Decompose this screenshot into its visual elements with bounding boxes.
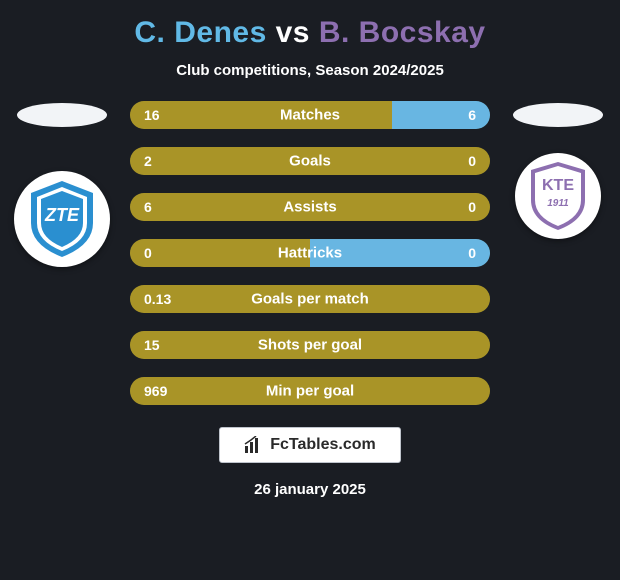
left-badge-column: ZTE: [12, 101, 112, 267]
stat-row-content: 0.13 Goals per match: [130, 285, 490, 313]
stat-row: 16 6 Matches: [130, 101, 490, 129]
footer-date: 26 january 2025: [254, 481, 366, 498]
stat-value-right: 0: [468, 245, 476, 261]
infographic-container: C. Denes vs B. Bocskay Club competitions…: [0, 0, 620, 580]
footer-site-text: FcTables.com: [270, 436, 376, 454]
player2-name: B. Bocskay: [319, 16, 486, 49]
stat-row: 2 0 Goals: [130, 147, 490, 175]
player1-name: C. Denes: [134, 16, 266, 49]
stat-row: 969 Min per goal: [130, 377, 490, 405]
stat-label: Assists: [283, 199, 336, 216]
stat-value-right: 0: [468, 199, 476, 215]
club-badge-right: KTE 1911: [515, 153, 601, 239]
stat-label: Goals per match: [251, 291, 369, 308]
zte-logo-icon: ZTE: [27, 179, 97, 259]
stat-value-right: 6: [468, 107, 476, 123]
stat-label: Hattricks: [278, 245, 342, 262]
vs-text: vs: [276, 16, 310, 49]
stat-label: Goals: [289, 153, 331, 170]
stat-label: Min per goal: [266, 383, 354, 400]
stat-row: 6 0 Assists: [130, 193, 490, 221]
stat-value-left: 16: [144, 107, 160, 123]
stat-value-right: 0: [468, 153, 476, 169]
stat-row-content: 969 Min per goal: [130, 377, 490, 405]
stat-value-left: 969: [144, 383, 167, 399]
stat-row-content: 16 6 Matches: [130, 101, 490, 129]
main-row: ZTE 16 6 Matches 2 0 Goals 6 0 Assists 0 0 Hattrick…: [0, 101, 620, 405]
club-badge-left: ZTE: [14, 171, 110, 267]
stat-value-left: 15: [144, 337, 160, 353]
stat-row-content: 2 0 Goals: [130, 147, 490, 175]
stat-row-content: 15 Shots per goal: [130, 331, 490, 359]
stat-row: 15 Shots per goal: [130, 331, 490, 359]
stat-value-left: 0.13: [144, 291, 171, 307]
kte-logo-icon: KTE 1911: [527, 160, 589, 232]
svg-text:1911: 1911: [547, 198, 569, 209]
footer-site-badge: FcTables.com: [219, 427, 401, 463]
stat-row-content: 6 0 Assists: [130, 193, 490, 221]
svg-text:ZTE: ZTE: [44, 205, 80, 225]
shadow-ellipse-right: [513, 103, 603, 127]
stat-label: Shots per goal: [258, 337, 362, 354]
stats-panel: 16 6 Matches 2 0 Goals 6 0 Assists 0 0 Hattricks 0.1…: [130, 101, 490, 405]
page-title: C. Denes vs B. Bocskay: [134, 16, 485, 50]
stat-label: Matches: [280, 107, 340, 124]
stat-row: 0 0 Hattricks: [130, 239, 490, 267]
stat-value-left: 6: [144, 199, 152, 215]
chart-icon: [244, 436, 262, 454]
stat-value-left: 2: [144, 153, 152, 169]
stat-row-content: 0 0 Hattricks: [130, 239, 490, 267]
stat-value-left: 0: [144, 245, 152, 261]
right-badge-column: KTE 1911: [508, 101, 608, 239]
shadow-ellipse-left: [17, 103, 107, 127]
svg-text:KTE: KTE: [542, 177, 574, 194]
stat-row: 0.13 Goals per match: [130, 285, 490, 313]
subtitle: Club competitions, Season 2024/2025: [176, 62, 444, 79]
